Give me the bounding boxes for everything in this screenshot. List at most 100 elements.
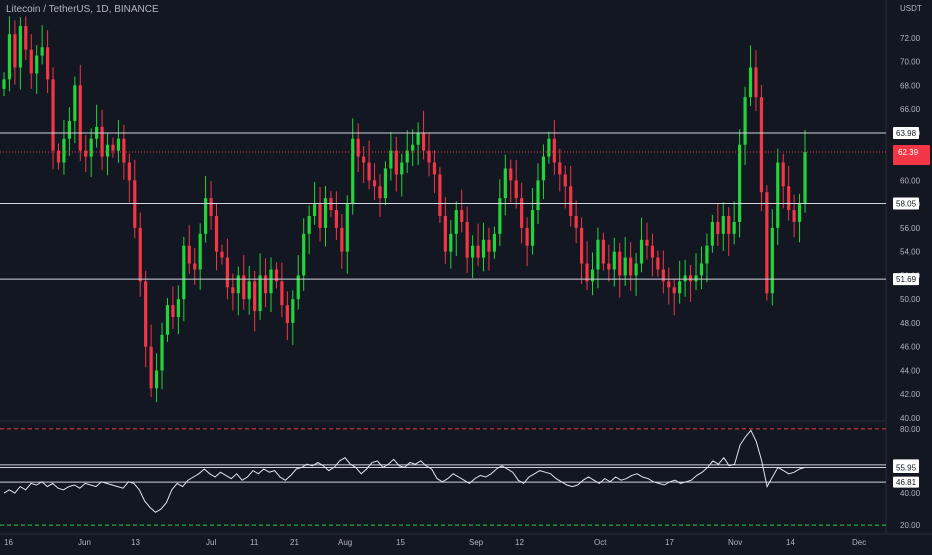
candle-body [754, 67, 758, 98]
candle-body [787, 186, 791, 211]
candle-body [318, 204, 322, 228]
candle-body [645, 239, 649, 246]
candle-body [776, 162, 780, 228]
time-tick-label: Aug [338, 538, 352, 547]
candle-body [481, 239, 486, 258]
candle-body [569, 186, 573, 216]
candle-body [667, 281, 671, 288]
candle-body [585, 263, 589, 282]
candle-body [225, 257, 230, 288]
candle-body [329, 198, 333, 211]
candle-body [748, 67, 753, 98]
candle-body [7, 34, 12, 80]
level-label-box [893, 127, 919, 140]
candle-body [122, 138, 126, 163]
candle-body [563, 174, 567, 187]
candle-body [144, 281, 148, 347]
candle-body [56, 150, 61, 163]
candle-body [280, 281, 284, 306]
candle-body [105, 144, 110, 157]
rsi-marker-box [893, 476, 919, 488]
candle-body [389, 150, 393, 169]
candle-body [187, 245, 191, 264]
time-tick-label: 14 [786, 538, 795, 547]
candle-body [465, 221, 469, 258]
chart-title: Litecoin / TetherUS, 1D, BINANCE [6, 4, 159, 15]
candle-body [579, 227, 584, 264]
time-tick-label: Sep [469, 538, 484, 547]
candle-body [78, 85, 82, 151]
candle-body [503, 168, 507, 199]
candle-body [629, 257, 633, 276]
candle-body [204, 198, 208, 234]
time-tick-label: 21 [290, 538, 299, 547]
level-label-box [893, 197, 919, 210]
candle-body [770, 227, 774, 294]
candle-body [400, 162, 404, 175]
candle-body [116, 138, 121, 151]
candle-body [705, 245, 709, 264]
candle-body [541, 156, 546, 181]
candle-body [263, 275, 268, 294]
candle-body [51, 79, 55, 151]
rsi-marker-label: 55.95 [896, 463, 917, 472]
candle-body [727, 216, 731, 234]
candle-body [601, 239, 605, 264]
candle-body [394, 150, 398, 175]
candle-body [340, 227, 344, 252]
candle-body [67, 120, 71, 139]
price-tick-label: 70.00 [900, 58, 921, 67]
candle-body [127, 162, 131, 181]
candle-body [29, 49, 33, 74]
candle-body [24, 25, 28, 50]
candle-body [133, 180, 137, 228]
rsi-tick-label: 80.00 [900, 425, 921, 434]
candle-body [612, 251, 616, 270]
candle-body [367, 162, 371, 181]
candle-body [656, 257, 660, 270]
candle-body [421, 132, 426, 151]
price-tick-label: 56.00 [900, 224, 921, 233]
candle-body [509, 168, 513, 181]
candle-body [427, 150, 431, 163]
candle-body [138, 227, 142, 282]
candle-body [383, 168, 388, 199]
time-tick-label: 15 [396, 538, 405, 547]
candle-body [547, 138, 551, 157]
candle-body [40, 47, 44, 56]
time-tick-label: Jun [78, 538, 91, 547]
candle-body [454, 210, 458, 234]
level-label: 51.69 [896, 275, 917, 284]
candle-body [738, 144, 742, 222]
candle-body [2, 79, 6, 89]
level-label: 58.05 [896, 200, 917, 209]
rsi-tick-label: 40.00 [900, 489, 921, 498]
candle-body [672, 287, 676, 294]
time-tick-label: 12 [515, 538, 524, 547]
candle-body [797, 204, 802, 222]
candle-body [89, 138, 93, 157]
candle-body [45, 47, 50, 80]
candle-body [291, 299, 295, 323]
candle-body [716, 221, 720, 234]
candle-body [62, 138, 66, 163]
candle-body [443, 216, 447, 252]
candle-body [781, 162, 785, 187]
candle-body [258, 275, 262, 312]
time-tick-label: 13 [131, 538, 140, 547]
candle-body [334, 210, 338, 228]
candle-body [438, 174, 442, 216]
candle-body [165, 305, 170, 335]
level-label: 63.98 [896, 129, 917, 138]
candle-body [13, 34, 17, 68]
candle-body [683, 275, 687, 282]
candle-body [525, 227, 529, 246]
candle-body [699, 263, 704, 276]
candle-body [678, 281, 682, 294]
rsi-marker-box [893, 461, 919, 473]
candle-body [803, 151, 807, 205]
candle-body [18, 25, 22, 68]
rsi-series-line [3, 429, 806, 513]
price-tick-label: 46.00 [900, 343, 921, 352]
